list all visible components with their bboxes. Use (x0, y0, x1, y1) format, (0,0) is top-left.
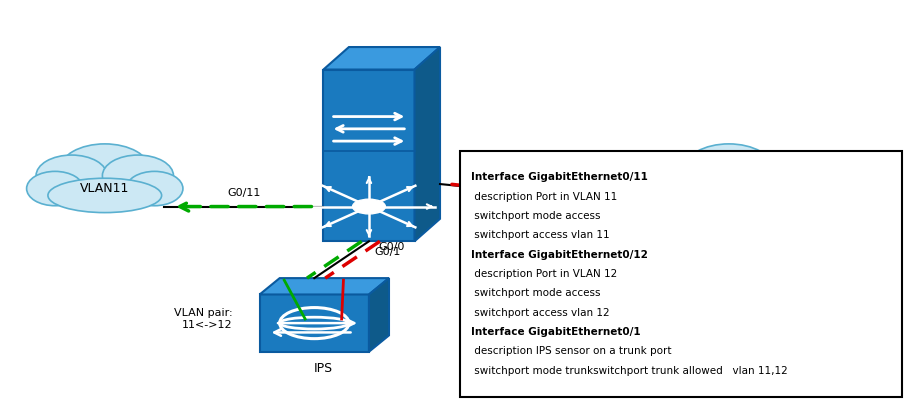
Text: Interface GigabitEthernet0/1: Interface GigabitEthernet0/1 (471, 327, 640, 337)
Text: switchport mode trunkswitchport trunk allowed   vlan 11,12: switchport mode trunkswitchport trunk al… (471, 366, 788, 376)
Ellipse shape (26, 171, 84, 206)
Text: VLAN12: VLAN12 (704, 182, 753, 195)
Ellipse shape (650, 171, 708, 206)
Ellipse shape (48, 178, 161, 213)
Text: G0/0: G0/0 (378, 242, 404, 252)
Ellipse shape (36, 155, 107, 196)
Polygon shape (415, 47, 440, 241)
Text: Interface GigabitEthernet0/11: Interface GigabitEthernet0/11 (471, 172, 648, 182)
Polygon shape (323, 47, 440, 70)
Text: VLAN11: VLAN11 (80, 182, 129, 195)
Ellipse shape (726, 155, 797, 196)
Text: switchport access vlan 12: switchport access vlan 12 (471, 308, 609, 318)
Polygon shape (369, 278, 389, 352)
Ellipse shape (102, 155, 173, 196)
Text: switchport access vlan 11: switchport access vlan 11 (471, 230, 609, 240)
Text: IPS: IPS (314, 362, 333, 375)
Text: switchport mode access: switchport mode access (471, 288, 600, 298)
Text: G0/11: G0/11 (227, 188, 261, 198)
Ellipse shape (684, 144, 773, 196)
Text: switchport mode access: switchport mode access (471, 211, 600, 221)
Ellipse shape (660, 155, 732, 196)
Text: description Port in VLAN 11: description Port in VLAN 11 (471, 192, 618, 202)
Text: description IPS sensor on a trunk port: description IPS sensor on a trunk port (471, 346, 671, 356)
Text: Interface GigabitEthernet0/12: Interface GigabitEthernet0/12 (471, 250, 648, 260)
Ellipse shape (750, 171, 807, 206)
Ellipse shape (60, 144, 149, 196)
Text: description Port in VLAN 12: description Port in VLAN 12 (471, 269, 618, 279)
Ellipse shape (672, 178, 785, 213)
Circle shape (353, 199, 385, 214)
FancyBboxPatch shape (460, 151, 902, 397)
Text: G0/12: G0/12 (538, 188, 571, 198)
Polygon shape (260, 278, 389, 294)
Polygon shape (323, 70, 415, 241)
Text: VLAN pair:
11<->12: VLAN pair: 11<->12 (174, 308, 232, 330)
Text: G0/1: G0/1 (374, 247, 401, 257)
Ellipse shape (126, 171, 183, 206)
Polygon shape (260, 294, 369, 352)
